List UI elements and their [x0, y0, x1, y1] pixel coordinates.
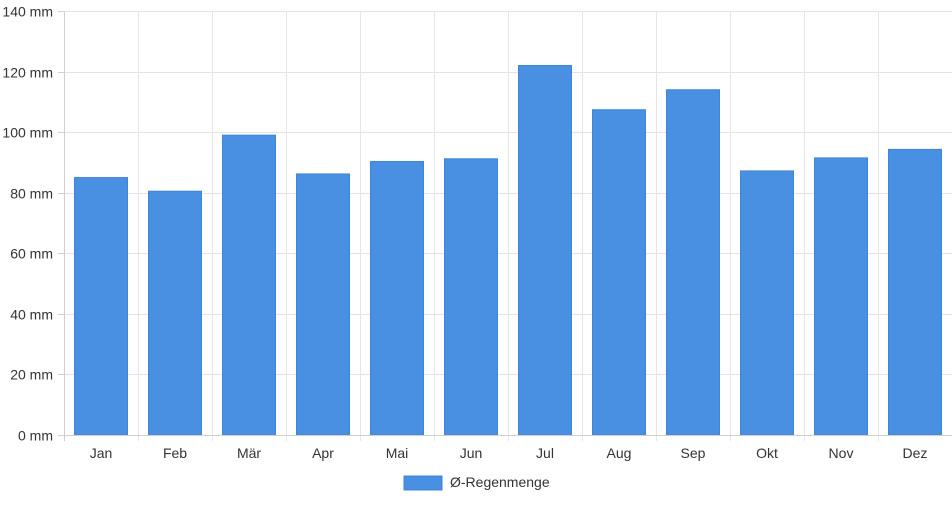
y-tick-label: 100 mm: [2, 125, 53, 141]
bar-Nov: [814, 157, 868, 436]
x-tick-label: Jun: [460, 445, 483, 461]
legend-swatch: [403, 475, 443, 491]
y-tick-label: 140 mm: [2, 4, 53, 20]
x-tick-label: Nov: [829, 445, 854, 461]
bar-Sep: [666, 89, 720, 436]
y-tick-label: 0 mm: [18, 428, 53, 444]
grid-layer: [64, 11, 952, 441]
y-tick-label: 120 mm: [2, 65, 53, 81]
bar-Mai: [370, 161, 424, 436]
bar-Jun: [444, 158, 498, 436]
bar-Feb: [148, 190, 202, 436]
bar-Okt: [740, 170, 794, 436]
bar-Mär: [222, 134, 276, 436]
x-tick-label: Jan: [90, 445, 113, 461]
y-tick-label: 20 mm: [10, 367, 53, 383]
x-tick-label: Okt: [756, 445, 778, 461]
y-tick-label: 40 mm: [10, 307, 53, 323]
bar-Jan: [74, 177, 128, 436]
x-tick-label: Jul: [536, 445, 554, 461]
axis-layer: 0 mm 20 mm 40 mm 60 mm 80 mm 100 mm 120 mm 140 …: [2, 4, 952, 461]
x-tick-label: Sep: [681, 445, 706, 461]
x-tick-label: Aug: [607, 445, 632, 461]
bar-Jul: [518, 65, 572, 436]
x-tick-label: Feb: [163, 445, 187, 461]
bars-layer: [74, 65, 942, 436]
y-tick-label: 80 mm: [10, 186, 53, 202]
bar-Dez: [888, 148, 942, 436]
legend: Ø-Regenmenge: [403, 474, 550, 491]
x-tick-label: Dez: [903, 445, 928, 461]
y-tick-label: 60 mm: [10, 246, 53, 262]
x-tick-label: Mai: [386, 445, 409, 461]
bar-Aug: [592, 109, 646, 436]
x-tick-label: Mär: [237, 445, 261, 461]
legend-label: Ø-Regenmenge: [450, 474, 550, 490]
bar-Apr: [296, 173, 350, 436]
x-tick-label: Apr: [312, 445, 334, 461]
